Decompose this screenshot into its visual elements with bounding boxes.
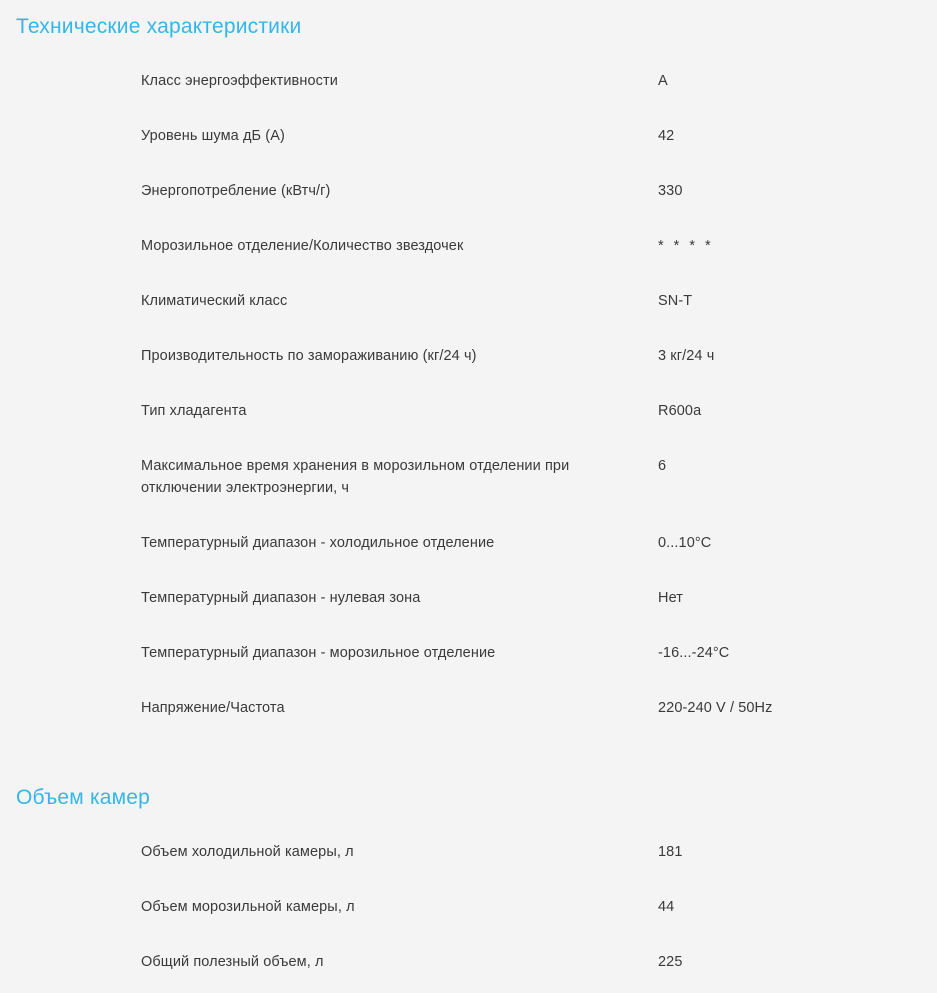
- spec-label: Максимальное время хранения в морозильно…: [141, 458, 570, 497]
- section-spacer: [0, 736, 937, 785]
- spec-label: Объем морозильной камеры, л: [141, 899, 355, 916]
- spec-value: 42: [658, 128, 675, 145]
- spec-value-star-rating: * * * *: [658, 238, 714, 255]
- table-row: Температурный диапазон - холодильное отд…: [0, 516, 937, 571]
- section-title-chamber-volume: Объем камер: [16, 786, 151, 810]
- section-title-technical-specifications: Технические характеристики: [16, 15, 302, 38]
- table-row: Тип хладагента R600a: [0, 384, 937, 439]
- section-technical-specifications: Технические характеристики Класс энергоэ…: [0, 15, 937, 736]
- spec-label: Уровень шума дБ (А): [141, 128, 285, 145]
- spec-value: 330: [658, 183, 683, 200]
- spec-value: 225: [658, 954, 683, 971]
- spec-label: Общий полезный объем, л: [141, 954, 324, 971]
- spec-value: R600a: [658, 403, 702, 420]
- spec-value: SN-T: [658, 293, 693, 310]
- spec-label: Напряжение/Частота: [141, 700, 285, 717]
- table-row: Максимальное время хранения в морозильно…: [0, 439, 937, 516]
- spec-table-body: Класс энергоэффективности A Уровень шума…: [0, 54, 937, 736]
- table-row: Производительность по замораживанию (кг/…: [0, 329, 937, 384]
- table-row: Уровень шума дБ (А) 42: [0, 109, 937, 164]
- spec-value: 44: [658, 899, 675, 916]
- spec-value: A: [658, 73, 668, 90]
- spec-label: Объем холодильной камеры, л: [141, 844, 354, 861]
- section-chamber-volume: Объем камер Объем холодильной камеры, л …: [0, 785, 937, 990]
- spec-label: Класс энергоэффективности: [141, 73, 338, 90]
- table-row: Объем холодильной камеры, л 181: [0, 825, 937, 880]
- spec-value: -16...-24°C: [658, 645, 730, 662]
- spec-label: Климатический класс: [141, 293, 288, 310]
- table-row: Общий полезный объем, л 225: [0, 935, 937, 990]
- spec-value: 181: [658, 844, 683, 861]
- spec-label: Температурный диапазон - морозильное отд…: [141, 645, 496, 662]
- spec-label: Энергопотребление (кВтч/г): [141, 183, 331, 200]
- spec-label: Температурный диапазон - холодильное отд…: [141, 535, 495, 552]
- spec-value: 3 кг/24 ч: [658, 348, 715, 365]
- spec-table-technical-specifications: Класс энергоэффективности A Уровень шума…: [0, 54, 937, 736]
- spec-table-body: Объем холодильной камеры, л 181 Объем мо…: [0, 825, 937, 990]
- spec-label: Морозильное отделение/Количество звездоч…: [141, 238, 464, 255]
- table-row: Напряжение/Частота 220-240 V / 50Hz: [0, 681, 937, 736]
- spec-label: Температурный диапазон - нулевая зона: [141, 590, 421, 607]
- table-row: Объем морозильной камеры, л 44: [0, 880, 937, 935]
- table-row: Морозильное отделение/Количество звездоч…: [0, 219, 937, 274]
- spec-value: Нет: [658, 590, 683, 607]
- spec-value: 0...10°C: [658, 535, 712, 552]
- spec-label: Тип хладагента: [141, 403, 247, 420]
- spec-label: Производительность по замораживанию (кг/…: [141, 348, 477, 365]
- table-row: Класс энергоэффективности A: [0, 54, 937, 109]
- table-row: Температурный диапазон - морозильное отд…: [0, 626, 937, 681]
- spec-table-chamber-volume: Объем холодильной камеры, л 181 Объем мо…: [0, 825, 937, 990]
- table-row: Энергопотребление (кВтч/г) 330: [0, 164, 937, 219]
- spec-value: 6: [658, 458, 667, 475]
- table-row: Температурный диапазон - нулевая зона Не…: [0, 571, 937, 626]
- spec-value: 220-240 V / 50Hz: [658, 700, 773, 717]
- table-row: Климатический класс SN-T: [0, 274, 937, 329]
